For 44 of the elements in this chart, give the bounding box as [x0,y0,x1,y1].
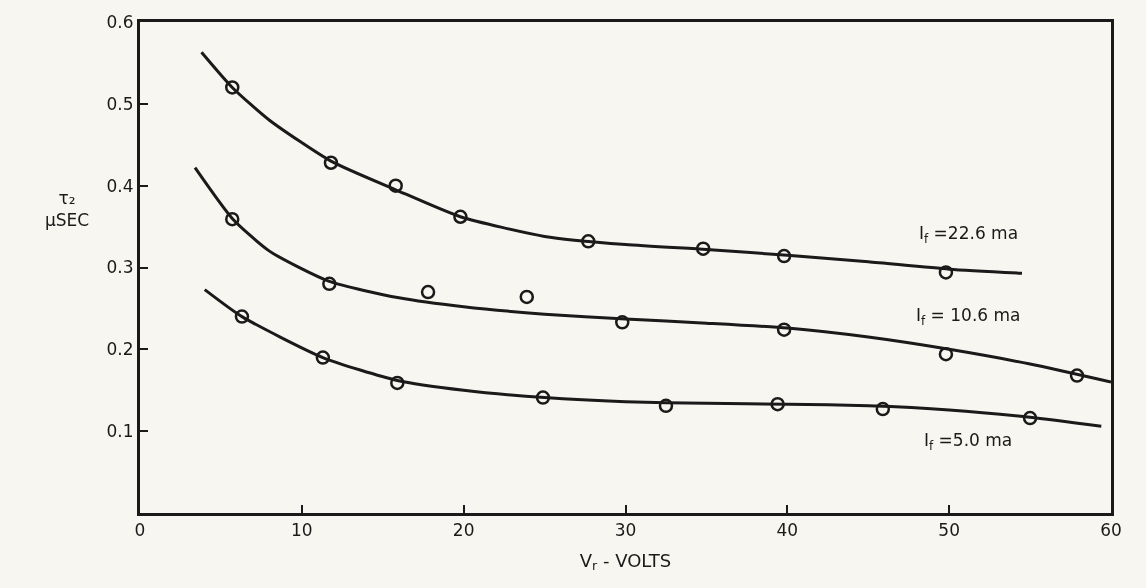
series-label: I$_{f}$ = 10.6 ma [916,305,1021,328]
point [322,276,337,292]
series-label: I$_{f}$ =22.6 ma [919,223,1019,246]
point [938,346,954,362]
point [390,375,405,391]
point [770,396,785,412]
point [776,248,792,264]
x-tick-label: 40 [776,520,799,541]
y-tick-label: 0.1 [106,421,134,442]
y-tick-label: 0.6 [106,11,134,32]
point [420,284,436,300]
point [615,315,630,330]
x-tick-label: 50 [938,520,960,541]
point [1069,368,1085,383]
y-axis-title: τ₂ μSEC [45,188,90,231]
point [519,289,535,305]
x-tick-label: 10 [291,520,313,541]
point [388,178,403,193]
x-axis-title: V$_{r}$ - VOLTS [579,549,672,574]
point [234,309,250,324]
y-tick-label: 0.5 [106,93,134,114]
point [323,155,339,170]
y-tick-label: 0.2 [106,339,134,360]
point [453,209,468,224]
point [1022,410,1038,426]
line-series [193,166,1111,384]
point [875,401,891,417]
x-tick-label: 20 [452,520,475,541]
point [658,398,674,414]
point [225,80,240,95]
y-tick-label: 0.3 [106,257,134,278]
y-tick-label: 0.4 [106,175,134,196]
point [938,265,954,280]
x-tick-label: 60 [1100,520,1122,541]
line-series [203,288,1103,428]
point [581,234,596,249]
point [315,350,331,365]
point [695,241,711,256]
x-tick-label: 30 [614,520,637,541]
point [535,390,551,405]
point [225,211,240,227]
x-tick-label: 0 [134,520,146,541]
point [776,322,792,337]
series-label: I$_{f}$ =5.0 ma [924,430,1013,453]
